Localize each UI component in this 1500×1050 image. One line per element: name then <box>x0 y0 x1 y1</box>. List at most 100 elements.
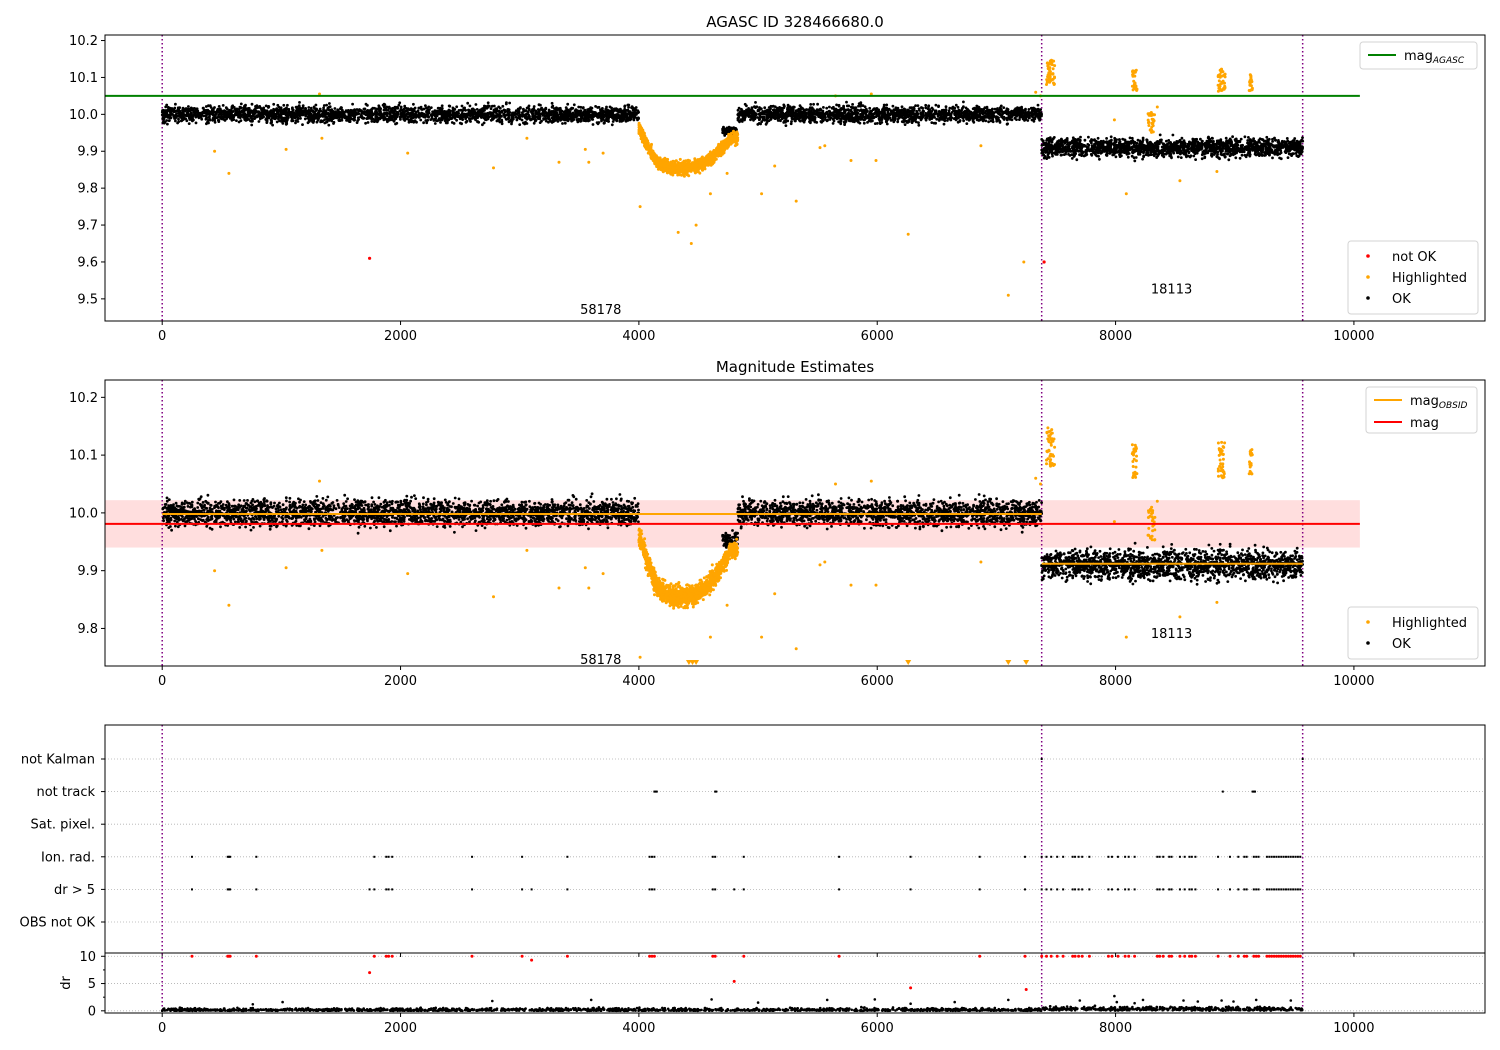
ok-point <box>1071 136 1075 140</box>
ok-point <box>294 121 297 125</box>
ok-point <box>859 101 863 105</box>
ok-point <box>808 117 812 120</box>
ok-point <box>298 101 301 104</box>
ok-point <box>419 118 423 122</box>
ok-point <box>303 117 307 121</box>
ok-point <box>623 105 627 108</box>
ok-point <box>497 110 501 114</box>
ok-point <box>335 113 339 117</box>
ok-point <box>174 119 177 123</box>
ok-point <box>360 115 364 118</box>
ok-point <box>832 113 836 117</box>
ok-point <box>207 121 210 125</box>
ok-point <box>566 118 570 121</box>
ok-point <box>752 110 756 113</box>
ok-point <box>902 120 905 124</box>
ok-point <box>468 104 472 108</box>
ok-point <box>965 122 969 125</box>
ok-point <box>839 118 843 122</box>
ok-point <box>217 105 221 108</box>
ok-point <box>1301 136 1304 140</box>
ok-point <box>539 108 543 111</box>
ok-point <box>817 108 821 112</box>
ok-point <box>237 120 241 124</box>
ok-point <box>422 107 426 111</box>
ok-point <box>619 107 622 111</box>
ok-point <box>307 106 311 109</box>
ok-point <box>359 109 363 112</box>
ok-point <box>1246 139 1250 142</box>
ok-point <box>306 115 310 118</box>
ok-point <box>541 111 544 115</box>
ok-point <box>610 123 614 127</box>
ok-point <box>924 111 928 115</box>
ok-point <box>1005 107 1009 111</box>
ok-point <box>1005 116 1008 120</box>
ok-point <box>294 105 298 109</box>
ok-point <box>541 114 545 117</box>
ok-point <box>811 117 815 121</box>
ok-point <box>235 119 238 122</box>
ok-point <box>965 117 968 121</box>
panel-title: AGASC ID 328466680.0 <box>706 13 884 31</box>
ok-point <box>994 110 998 114</box>
ok-point <box>790 115 794 118</box>
ok-point <box>886 110 890 114</box>
ok-point <box>996 116 1000 119</box>
ok-point <box>1034 108 1038 112</box>
ok-point <box>399 108 403 112</box>
ok-point <box>767 119 771 122</box>
ok-point <box>1002 115 1006 119</box>
ok-point <box>736 118 740 122</box>
ok-point <box>839 108 843 112</box>
ok-point <box>577 105 581 109</box>
ok-point <box>411 110 414 114</box>
ok-point <box>534 109 538 113</box>
ok-point <box>540 119 543 123</box>
ok-point <box>426 118 430 122</box>
ok-point <box>550 101 554 105</box>
ok-point <box>843 123 846 126</box>
ok-point <box>571 112 575 116</box>
ok-point <box>271 109 275 113</box>
ok-point <box>832 119 836 123</box>
ok-point <box>722 125 725 129</box>
ok-point <box>197 114 201 118</box>
ok-point <box>772 111 776 114</box>
ok-point <box>928 114 932 118</box>
ok-point <box>345 119 348 122</box>
ok-point <box>343 111 346 114</box>
ok-point <box>600 119 603 123</box>
ok-point <box>356 116 360 120</box>
ok-point <box>547 108 551 112</box>
ok-point <box>866 121 869 124</box>
ok-point <box>1023 114 1027 117</box>
ok-point <box>277 109 280 113</box>
ok-point <box>534 119 537 123</box>
ok-point <box>204 108 208 112</box>
ok-point <box>507 116 510 120</box>
ok-point <box>372 117 375 121</box>
ok-point <box>975 104 979 108</box>
ok-point <box>191 107 195 110</box>
ok-point <box>631 108 635 112</box>
ok-point <box>981 112 985 115</box>
ok-point <box>802 120 806 124</box>
ok-point <box>286 116 290 120</box>
ok-point <box>364 121 367 125</box>
ok-point <box>890 110 893 113</box>
ok-point <box>376 118 379 121</box>
ok-point <box>372 120 376 123</box>
ok-point <box>802 111 806 115</box>
ok-point <box>314 103 318 107</box>
ok-point <box>1042 156 1046 160</box>
ok-point <box>355 121 359 124</box>
ok-point <box>962 100 965 104</box>
ok-point <box>510 122 513 126</box>
ok-point <box>200 112 204 115</box>
ok-point <box>959 113 963 116</box>
ok-point <box>353 118 356 122</box>
ok-point <box>467 109 471 112</box>
ok-point <box>474 118 477 122</box>
ok-point <box>1017 113 1021 117</box>
